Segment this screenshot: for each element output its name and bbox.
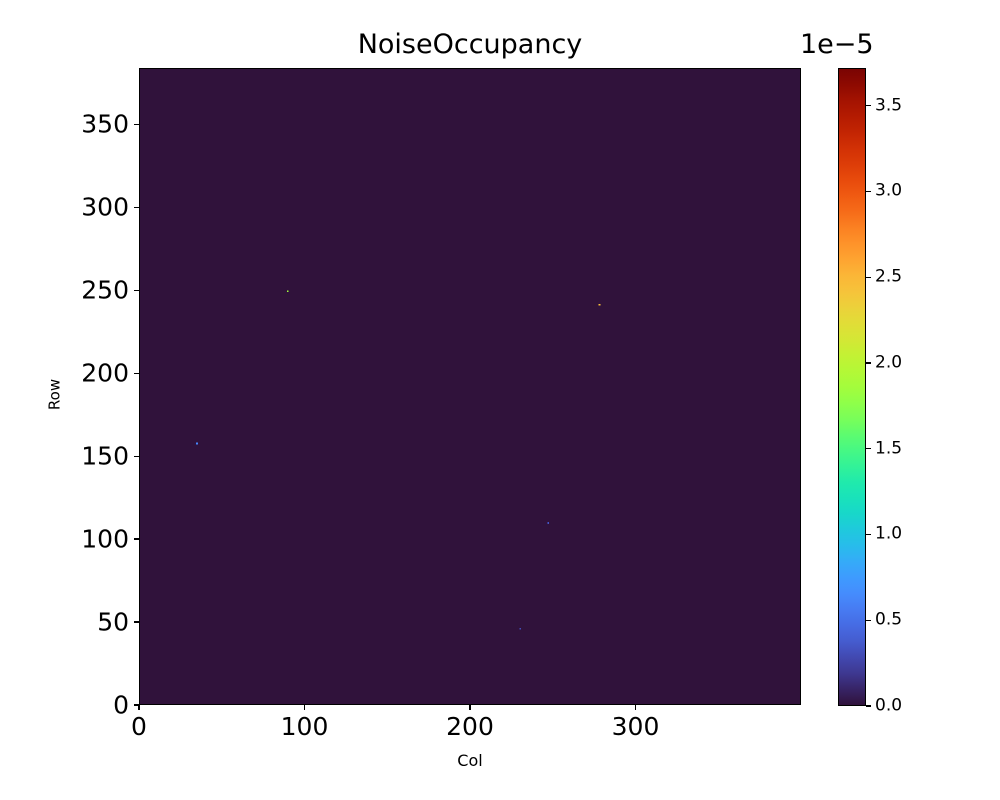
colorbar-tick-label: 0.0 <box>875 695 903 716</box>
colorbar-tick-label: 1.5 <box>875 438 903 459</box>
y-tick-label: 150 <box>81 441 129 471</box>
y-tick-mark <box>134 372 139 374</box>
x-tick-label: 0 <box>131 712 147 741</box>
x-tick-mark <box>303 705 306 710</box>
x-tick-mark <box>469 705 471 710</box>
heatmap-image <box>140 69 800 704</box>
y-tick-label: 250 <box>81 275 129 305</box>
colorbar-tick-mark <box>866 276 871 278</box>
x-tick-label: 200 <box>446 712 494 741</box>
colorbar-tick-mark <box>866 533 871 536</box>
heatmap-axes[interactable] <box>139 68 801 705</box>
x-tick-mark <box>634 705 637 710</box>
colorbar-tick-label: 1.0 <box>875 523 903 544</box>
colorbar-offset-text: 1e−5 <box>800 29 874 60</box>
y-tick-mark <box>134 538 139 540</box>
y-axis-label: Row <box>45 378 64 411</box>
colorbar-tick-mark <box>866 362 871 364</box>
colorbar-tick-mark <box>866 705 871 707</box>
x-tick-label: 100 <box>280 712 329 741</box>
x-tick-mark <box>138 705 140 710</box>
colorbar-tick-label: 0.5 <box>875 609 903 630</box>
y-tick-label: 0 <box>113 690 129 720</box>
y-tick-label: 50 <box>97 607 129 637</box>
chart-title: NoiseOccupancy <box>357 29 583 60</box>
y-tick-label: 200 <box>81 358 129 388</box>
x-tick-label: 300 <box>611 712 660 741</box>
y-tick-mark <box>134 289 139 291</box>
y-tick-mark <box>134 621 139 623</box>
y-tick-label: 350 <box>81 109 129 139</box>
y-tick-label: 100 <box>81 524 129 554</box>
colorbar-tick-mark <box>866 448 871 450</box>
colorbar-tick-label: 2.5 <box>875 266 903 287</box>
y-tick-label: 300 <box>81 192 129 222</box>
colorbar-tick-mark <box>866 105 871 107</box>
y-tick-mark <box>134 704 139 706</box>
colorbar-tick-mark <box>866 619 871 621</box>
colorbar-tick-mark <box>866 190 871 193</box>
y-tick-mark <box>134 206 139 208</box>
y-tick-mark <box>134 123 139 126</box>
colorbar-tick-label: 3.0 <box>875 180 903 201</box>
x-axis-label: Col <box>457 751 483 770</box>
colorbar[interactable] <box>838 68 866 706</box>
colorbar-tick-label: 3.5 <box>875 95 903 116</box>
y-tick-mark <box>134 455 139 457</box>
colorbar-gradient <box>839 69 865 705</box>
colorbar-tick-label: 2.0 <box>875 352 903 373</box>
